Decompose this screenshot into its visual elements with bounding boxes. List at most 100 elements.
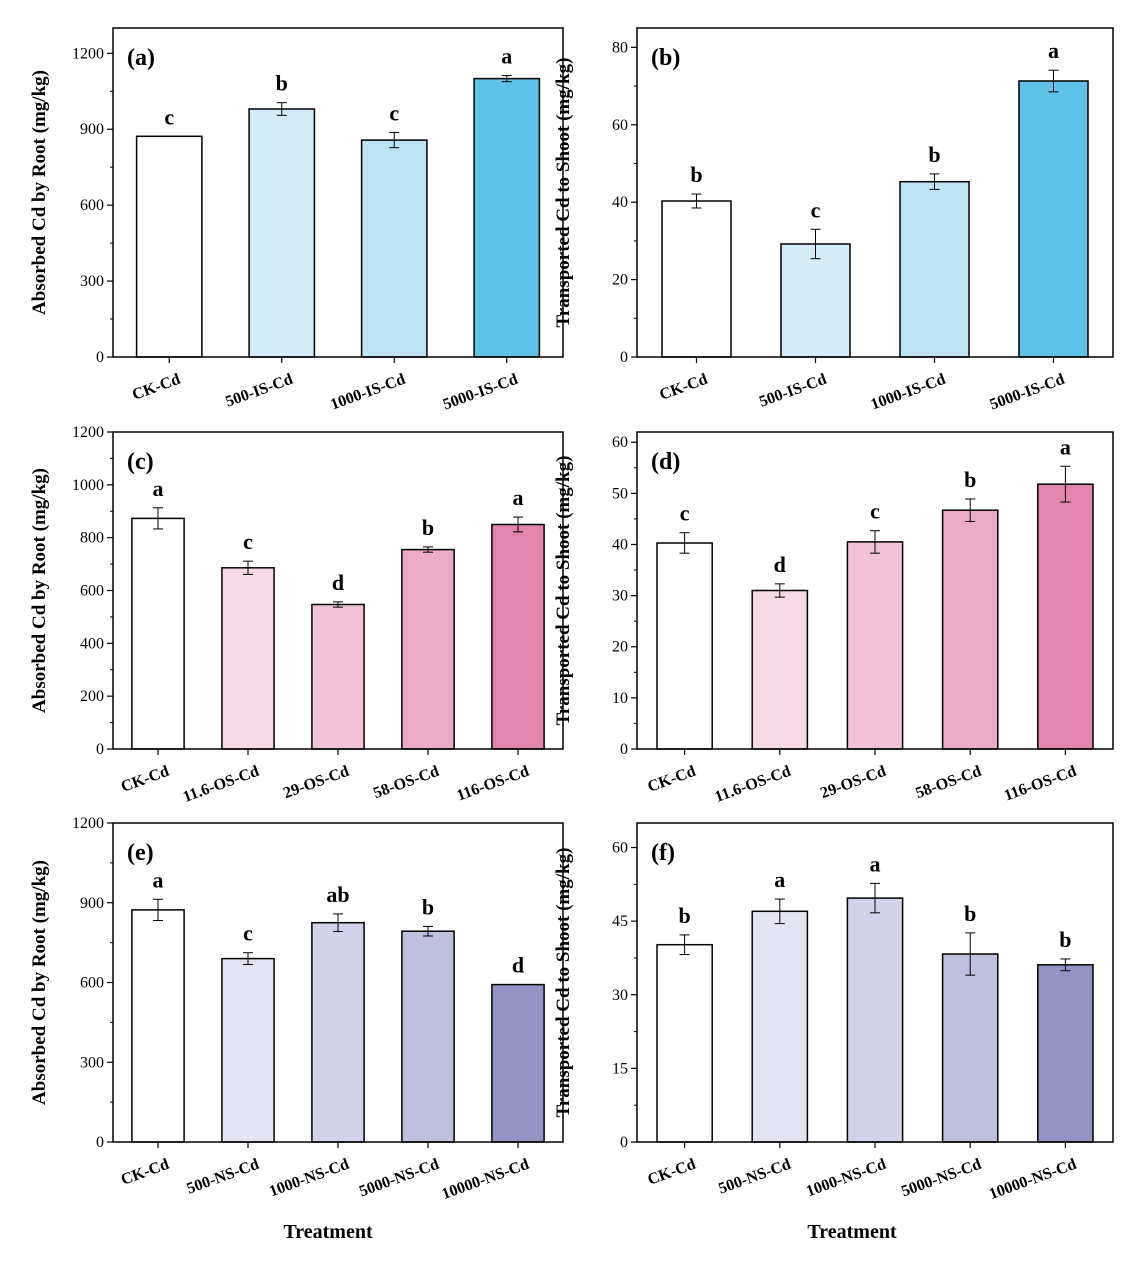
significance-letter: a xyxy=(870,851,881,876)
y-tick-label: 600 xyxy=(80,197,104,214)
y-axis-label: Absorbed Cd by Root (mg/kg) xyxy=(29,468,50,713)
significance-letter: b xyxy=(964,901,976,926)
significance-letter: b xyxy=(690,162,702,187)
x-axis-title: Treatment xyxy=(807,1221,897,1243)
y-tick-label: 80 xyxy=(612,39,628,56)
bar xyxy=(401,930,455,1143)
y-tick-label: 900 xyxy=(80,895,104,912)
x-tick-label: 11.6-OS-Cd xyxy=(181,763,262,806)
y-tick-label: 20 xyxy=(612,639,628,656)
bar xyxy=(221,567,275,750)
bar xyxy=(656,542,713,750)
panel-label: (f) xyxy=(651,840,675,866)
significance-letter: b xyxy=(276,71,288,96)
panel-label: (e) xyxy=(127,840,154,866)
bar xyxy=(248,108,316,358)
y-tick-label: 900 xyxy=(80,121,104,138)
y-tick-label: 60 xyxy=(612,434,628,451)
bar xyxy=(846,541,904,750)
x-tick-label: CK-Cd xyxy=(645,1156,698,1189)
x-tick-label: 5000-NS-Cd xyxy=(899,1156,983,1201)
y-tick-label: 30 xyxy=(612,588,628,605)
bar xyxy=(311,603,365,750)
bar xyxy=(751,910,809,1143)
bar xyxy=(1037,964,1094,1143)
panel-label: (b) xyxy=(651,45,680,71)
significance-letter: d xyxy=(774,552,786,577)
x-tick-label: 5000-NS-Cd xyxy=(357,1156,441,1201)
significance-letter: d xyxy=(512,953,524,978)
bar xyxy=(1037,483,1094,750)
bar xyxy=(491,523,545,750)
bar xyxy=(401,548,455,750)
significance-letter: c xyxy=(680,501,690,526)
y-axis-label: Transported Cd to Shoot (mg/kg) xyxy=(553,456,574,726)
y-tick-label: 15 xyxy=(612,1060,628,1077)
axes-frame xyxy=(636,27,1114,358)
bar xyxy=(656,943,713,1143)
x-tick-label: 5000-IS-Cd xyxy=(988,371,1067,414)
x-tick-label: 5000-IS-Cd xyxy=(441,371,520,414)
axes-frame xyxy=(112,27,564,358)
significance-letter: b xyxy=(678,903,690,928)
bar xyxy=(131,909,185,1143)
bar xyxy=(311,921,365,1143)
panel-label: (c) xyxy=(127,449,154,475)
significance-letter: c xyxy=(870,499,880,524)
y-axis-label: Transported Cd to Shoot (mg/kg) xyxy=(553,848,574,1118)
significance-letter: c xyxy=(243,921,253,946)
bar xyxy=(491,983,545,1143)
y-tick-label: 0 xyxy=(620,1134,628,1151)
x-tick-label: 58-OS-Cd xyxy=(371,763,441,802)
significance-letter: a xyxy=(153,867,164,892)
panel-e: a CK-Cd c 500-NS-Cd ab 1000-NS-Cd b 5000-NS-Cd d… xyxy=(29,815,564,1203)
significance-letter: a xyxy=(513,485,524,510)
y-tick-label: 1200 xyxy=(72,815,104,832)
x-tick-label: 500-NS-Cd xyxy=(716,1156,793,1198)
y-tick-label: 0 xyxy=(620,349,628,366)
y-tick-label: 1200 xyxy=(72,45,104,62)
y-tick-label: 40 xyxy=(612,194,628,211)
bar xyxy=(941,509,999,750)
x-tick-label: 11.6-OS-Cd xyxy=(713,763,794,806)
significance-letter: b xyxy=(964,467,976,492)
y-tick-label: 600 xyxy=(80,583,104,600)
x-tick-label: 500-IS-Cd xyxy=(223,371,295,411)
y-tick-label: 200 xyxy=(80,688,104,705)
y-tick-label: 300 xyxy=(80,1054,104,1071)
y-tick-label: 600 xyxy=(80,975,104,992)
panel-label: (d) xyxy=(651,449,680,475)
x-axis-title: Treatment xyxy=(283,1221,373,1243)
y-tick-label: 400 xyxy=(80,635,104,652)
x-tick-label: 116-OS-Cd xyxy=(455,763,532,805)
bar xyxy=(131,517,185,750)
significance-letter: d xyxy=(332,570,344,595)
y-axis-label: Transported Cd to Shoot (mg/kg) xyxy=(553,58,574,328)
x-tick-label: 1000-NS-Cd xyxy=(267,1156,351,1201)
y-tick-label: 45 xyxy=(612,913,628,930)
significance-letter: a xyxy=(501,44,512,69)
x-tick-label: CK-Cd xyxy=(119,763,172,796)
y-tick-label: 1200 xyxy=(72,424,104,441)
significance-letter: c xyxy=(811,197,821,222)
significance-letter: b xyxy=(422,515,434,540)
bar xyxy=(360,139,428,358)
y-tick-label: 60 xyxy=(612,840,628,857)
y-tick-label: 800 xyxy=(80,530,104,547)
bar xyxy=(899,180,970,358)
bar xyxy=(751,589,809,750)
significance-letter: a xyxy=(1048,38,1059,63)
y-tick-label: 20 xyxy=(612,272,628,289)
significance-letter: b xyxy=(422,894,434,919)
panel-d: c CK-Cd d 11.6-OS-Cd c 29-OS-Cd b 58-OS-Cd a 116-… xyxy=(553,431,1114,806)
bar xyxy=(846,897,904,1143)
y-tick-label: 30 xyxy=(612,987,628,1004)
y-tick-label: 0 xyxy=(620,741,628,758)
bar xyxy=(1018,80,1089,358)
axes-frame xyxy=(636,431,1114,750)
significance-letter: c xyxy=(389,101,399,126)
y-axis-label: Absorbed Cd by Root (mg/kg) xyxy=(29,70,50,315)
significance-letter: a xyxy=(153,476,164,501)
x-tick-label: 1000-NS-Cd xyxy=(804,1156,888,1201)
